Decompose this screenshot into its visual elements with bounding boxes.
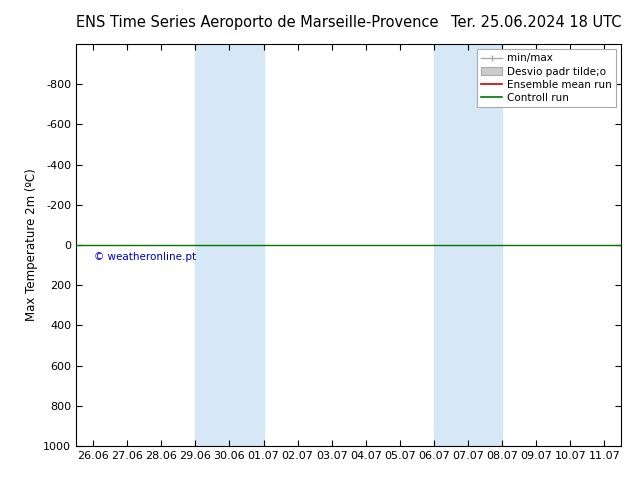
- Text: © weatheronline.pt: © weatheronline.pt: [94, 252, 196, 262]
- Legend: min/max, Desvio padr tilde;o, Ensemble mean run, Controll run: min/max, Desvio padr tilde;o, Ensemble m…: [477, 49, 616, 107]
- Y-axis label: Max Temperature 2m (ºC): Max Temperature 2m (ºC): [25, 169, 37, 321]
- Bar: [434, 44, 502, 446]
- Text: ENS Time Series Aeroporto de Marseille-Provence: ENS Time Series Aeroporto de Marseille-P…: [76, 15, 439, 29]
- Text: Ter. 25.06.2024 18 UTC: Ter. 25.06.2024 18 UTC: [451, 15, 621, 29]
- Bar: [195, 44, 264, 446]
